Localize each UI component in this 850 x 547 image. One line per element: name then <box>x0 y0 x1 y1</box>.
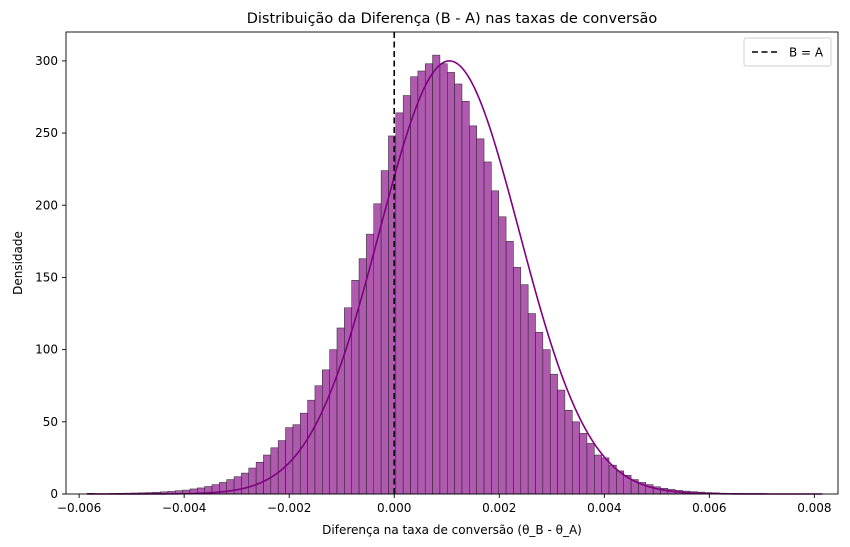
legend-label: B = A <box>789 46 824 60</box>
histogram-bar <box>299 412 308 495</box>
y-tick-label: 300 <box>35 54 58 68</box>
histogram-bar <box>424 63 433 495</box>
histogram-bar <box>483 161 492 495</box>
x-tick-label: −0.006 <box>57 501 101 515</box>
histogram-bar <box>527 313 536 495</box>
histogram-bar <box>579 433 588 495</box>
y-tick-label: 50 <box>43 415 58 429</box>
histogram-bar <box>263 454 272 495</box>
histogram-bar <box>447 72 455 495</box>
y-tick-label: 0 <box>50 487 58 501</box>
histogram-bar <box>505 241 514 495</box>
histogram-bar <box>248 467 257 495</box>
histogram-bar <box>410 76 419 495</box>
histogram-bar <box>594 454 602 495</box>
y-tick-label: 150 <box>35 270 58 284</box>
x-tick-label: −0.004 <box>162 501 206 515</box>
histogram-bar <box>572 421 580 495</box>
histogram-bar <box>608 464 617 495</box>
histogram-bar <box>549 373 558 495</box>
histogram-bar <box>307 399 316 495</box>
histogram-bar <box>292 424 301 495</box>
histogram-bar <box>270 447 279 495</box>
histogram-bar <box>476 138 485 495</box>
x-tick-label: 0.004 <box>587 501 621 515</box>
histogram-bar <box>564 410 573 495</box>
x-tick-label: 0.008 <box>797 501 831 515</box>
histogram-bar <box>241 472 250 495</box>
histogram-bar <box>432 54 441 495</box>
y-tick-label: 250 <box>35 126 58 140</box>
histogram-bar <box>322 369 330 495</box>
plot-frame <box>65 31 839 495</box>
y-tick-label: 100 <box>35 343 58 357</box>
histogram-bar <box>336 327 345 495</box>
histogram-bar <box>498 216 507 495</box>
y-axis: 0 50 100 150 200 250 300 <box>35 54 66 501</box>
histogram-bar <box>402 95 411 495</box>
histogram-bar <box>461 101 470 495</box>
histogram-bar <box>314 385 323 495</box>
histogram-bar <box>542 349 551 495</box>
x-tick-label: 0.000 <box>377 501 411 515</box>
x-axis-label: Diferença na taxa de conversão (θ_B - θ_… <box>322 523 582 537</box>
histogram-bar <box>329 349 338 495</box>
histogram-bar <box>535 332 544 495</box>
x-tick-label: 0.006 <box>692 501 726 515</box>
histogram-bar <box>601 457 610 495</box>
histogram-bar <box>491 190 499 495</box>
histogram-bar <box>233 476 242 495</box>
legend-box <box>743 37 832 67</box>
x-tick-label: 0.002 <box>482 501 516 515</box>
histogram-bar <box>454 83 463 495</box>
x-tick-label: −0.002 <box>267 501 311 515</box>
histogram-bar <box>469 125 477 495</box>
y-tick-label: 200 <box>35 198 58 212</box>
histogram-bar <box>417 70 426 495</box>
kde-curve <box>87 60 823 495</box>
histogram-bar <box>557 389 566 495</box>
x-axis: −0.006 −0.004 −0.002 0.000 0.002 0.004 0.006 0.… <box>57 494 832 515</box>
histogram-bar <box>513 267 522 495</box>
histogram-bar <box>255 461 264 495</box>
y-axis-label: Densidade <box>11 231 25 295</box>
histogram-bar <box>520 284 529 495</box>
chart-title: Distribuição da Diferença (B - A) nas ta… <box>247 11 658 27</box>
legend: B = A <box>743 37 832 67</box>
histogram-bar <box>439 63 448 495</box>
histogram-bar <box>586 443 595 495</box>
